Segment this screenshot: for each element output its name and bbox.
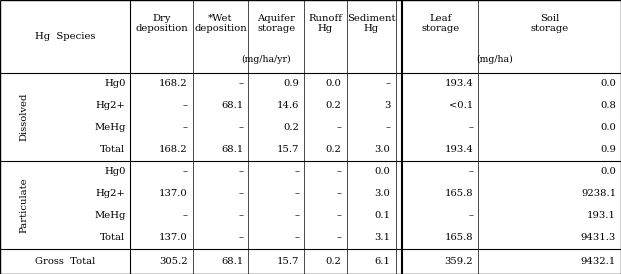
Text: 0.0: 0.0 [600, 79, 616, 88]
Text: 9432.1: 9432.1 [581, 257, 616, 266]
Text: 3.0: 3.0 [374, 189, 391, 198]
Text: –: – [294, 211, 299, 220]
Text: Runoff
Hg: Runoff Hg [309, 13, 342, 33]
Text: –: – [337, 167, 342, 176]
Text: Gross  Total: Gross Total [35, 257, 96, 266]
Text: Total: Total [101, 233, 125, 242]
Text: (mg/ha): (mg/ha) [476, 55, 514, 64]
Text: 359.2: 359.2 [445, 257, 473, 266]
Text: 305.2: 305.2 [159, 257, 188, 266]
Text: 9238.1: 9238.1 [581, 189, 616, 198]
Text: Sediment
Hg: Sediment Hg [347, 13, 396, 33]
Text: 0.0: 0.0 [325, 79, 342, 88]
Text: 6.1: 6.1 [374, 257, 391, 266]
Text: 15.7: 15.7 [277, 145, 299, 154]
Text: Hg0: Hg0 [104, 167, 125, 176]
Text: (mg/ha/yr): (mg/ha/yr) [242, 55, 291, 64]
Text: –: – [183, 101, 188, 110]
Text: Hg  Species: Hg Species [35, 32, 96, 41]
Text: Hg2+: Hg2+ [96, 189, 125, 198]
Text: –: – [337, 211, 342, 220]
Text: –: – [337, 233, 342, 242]
Text: Particulate: Particulate [19, 177, 28, 233]
Text: 3.1: 3.1 [374, 233, 391, 242]
Text: –: – [386, 123, 391, 132]
Text: 0.0: 0.0 [600, 123, 616, 132]
Text: MeHg: MeHg [94, 123, 125, 132]
Text: 0.0: 0.0 [600, 167, 616, 176]
Text: 0.1: 0.1 [374, 211, 391, 220]
Text: 0.8: 0.8 [600, 101, 616, 110]
Text: 137.0: 137.0 [159, 189, 188, 198]
Text: 168.2: 168.2 [159, 79, 188, 88]
Text: –: – [294, 189, 299, 198]
Text: *Wet
deposition: *Wet deposition [194, 13, 247, 33]
Text: 9431.3: 9431.3 [581, 233, 616, 242]
Text: Aquifer
storage: Aquifer storage [257, 13, 296, 33]
Text: –: – [337, 123, 342, 132]
Text: 0.2: 0.2 [325, 145, 342, 154]
Text: MeHg: MeHg [94, 211, 125, 220]
Text: –: – [294, 167, 299, 176]
Text: 3.0: 3.0 [374, 145, 391, 154]
Text: –: – [468, 123, 473, 132]
Text: 0.2: 0.2 [325, 101, 342, 110]
Text: 15.7: 15.7 [277, 257, 299, 266]
Text: Dry
deposition: Dry deposition [135, 13, 188, 33]
Text: –: – [294, 233, 299, 242]
Text: –: – [238, 167, 243, 176]
Text: 165.8: 165.8 [445, 233, 473, 242]
Text: 0.2: 0.2 [325, 257, 342, 266]
Text: –: – [386, 79, 391, 88]
Text: –: – [183, 167, 188, 176]
Text: 137.0: 137.0 [159, 233, 188, 242]
Text: Hg2+: Hg2+ [96, 101, 125, 110]
Text: –: – [238, 233, 243, 242]
Text: Soil
storage: Soil storage [530, 13, 569, 33]
Text: 68.1: 68.1 [221, 257, 243, 266]
Text: 0.2: 0.2 [283, 123, 299, 132]
Text: 165.8: 165.8 [445, 189, 473, 198]
Text: 193.1: 193.1 [587, 211, 616, 220]
Text: –: – [238, 79, 243, 88]
Text: 68.1: 68.1 [221, 101, 243, 110]
Text: 0.9: 0.9 [283, 79, 299, 88]
Text: <0.1: <0.1 [449, 101, 473, 110]
Text: 0.9: 0.9 [600, 145, 616, 154]
Text: –: – [337, 189, 342, 198]
Text: –: – [238, 189, 243, 198]
Text: 193.4: 193.4 [445, 79, 473, 88]
Text: –: – [238, 211, 243, 220]
Text: –: – [468, 211, 473, 220]
Text: Dissolved: Dissolved [19, 92, 28, 141]
Text: –: – [238, 123, 243, 132]
Text: 168.2: 168.2 [159, 145, 188, 154]
Text: 68.1: 68.1 [221, 145, 243, 154]
Text: –: – [183, 211, 188, 220]
Text: Hg0: Hg0 [104, 79, 125, 88]
Text: Leaf
storage: Leaf storage [421, 13, 460, 33]
Text: 0.0: 0.0 [374, 167, 391, 176]
Text: 3: 3 [384, 101, 391, 110]
Text: –: – [183, 123, 188, 132]
Text: Total: Total [101, 145, 125, 154]
Text: –: – [468, 167, 473, 176]
Text: 193.4: 193.4 [445, 145, 473, 154]
Text: 14.6: 14.6 [277, 101, 299, 110]
